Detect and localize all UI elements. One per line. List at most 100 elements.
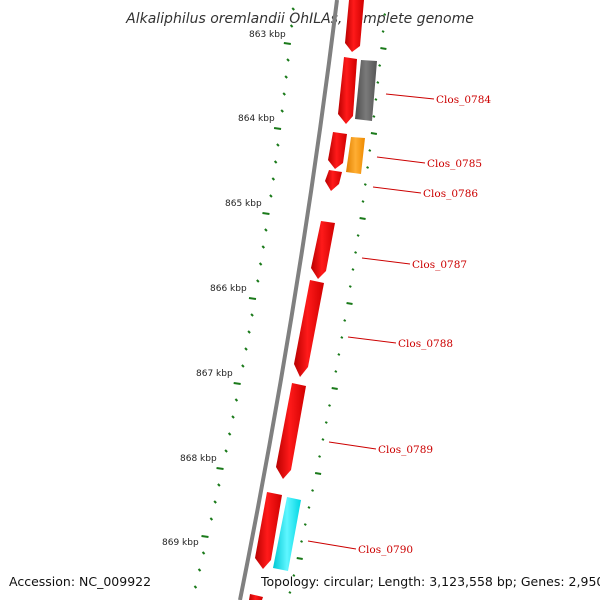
gene-arrow-clos-0784-red[interactable] [338,57,357,124]
gene-arrow-clos-0786[interactable] [325,170,342,191]
ruler-tick [264,228,268,232]
inner-tick [374,98,378,101]
ruler-tick [227,432,232,436]
ruler-tick [250,313,254,317]
inner-tick [328,404,331,407]
inner-tick [351,268,355,271]
gene-label-clos-0785[interactable]: Clos_0785 [427,158,482,170]
map-title: Alkaliphilus oremlandii OhILAs, complete… [125,11,474,27]
ruler-label-869: 869 kbp [162,538,199,548]
ruler-tick [284,75,288,79]
inner-tick [354,251,358,254]
ruler-tick [262,212,270,215]
ruler-tick [217,483,221,487]
inner-tick [318,455,322,458]
ruler-label-865: 865 kbp [225,199,262,209]
gene-arrow-clos-0785-red[interactable] [328,132,347,169]
inner-tick [372,115,376,118]
ruler-tick [248,297,257,300]
ruler-tick [280,109,284,113]
inner-tick [340,336,344,339]
ruler-tick [247,330,251,334]
gene-arrow-clos-0785-orange[interactable] [346,137,365,174]
gene-arrow-clos-0789[interactable] [276,383,306,479]
ruler-ticks [193,7,295,589]
inner-tick [307,506,311,509]
inner-tick [321,438,325,441]
ruler-label-868: 868 kbp [180,454,217,464]
ruler-tick [234,398,239,402]
ruler-label-867: 867 kbp [196,369,233,379]
ruler-tick [244,347,248,351]
ruler-tick [289,24,294,28]
inner-tick [363,183,367,186]
ruler-tick [261,245,265,249]
ruler-tick [269,194,273,198]
leader-line-clos-0790 [307,540,357,550]
gene-label-clos-0788[interactable]: Clos_0788 [398,338,453,350]
inner-tick [292,574,296,577]
inner-ticks [288,13,387,594]
gene-label-clos-0790[interactable]: Clos_0790 [358,544,413,556]
ruler-tick [276,143,280,147]
ruler-tick [201,535,209,538]
genome-summary-text: Topology: circular; Length: 3,123,558 bp… [261,574,600,589]
inner-tick [380,47,387,50]
inner-tick [337,353,341,356]
gene-arrow-clos-0787[interactable] [311,221,335,279]
gene-arrow-bottom[interactable] [249,594,263,600]
accession-text: Accession: NC_009922 [9,574,152,589]
inner-tick [343,319,347,322]
inner-tick [356,234,360,237]
ruler-tick [231,415,235,419]
inner-tick [311,489,315,492]
ruler-label-863: 863 kbp [249,30,286,40]
ruler-tick [283,42,291,45]
inner-tick [366,166,370,169]
ruler-tick [273,160,278,164]
inner-tick [324,421,328,424]
gene-label-clos-0787[interactable]: Clos_0787 [412,259,467,271]
ruler-tick [233,382,241,385]
inner-tick [346,302,353,305]
inner-tick [359,217,366,220]
leader-line-clos-0787 [361,257,411,265]
ruler-tick [291,7,295,11]
ruler-tick [286,58,290,62]
leader-line-clos-0789 [328,441,377,450]
gene-arrow-clos-0788[interactable] [294,280,324,377]
ruler-tick [273,127,282,130]
inner-tick [300,540,303,543]
inner-tick [376,81,380,84]
leader-line-clos-0785 [376,156,426,164]
gene-arrow-top[interactable] [345,0,364,52]
ruler-label-864: 864 kbp [238,114,275,124]
gene-label-clos-0784[interactable]: Clos_0784 [436,94,491,106]
gene-label-clos-0786[interactable]: Clos_0786 [423,188,478,200]
ruler-tick [224,449,228,453]
inner-tick [303,523,307,526]
inner-tick [370,132,378,135]
ruler-tick [197,568,202,572]
gene-arrow-clos-0784-gray[interactable] [355,60,377,121]
leader-line-clos-0786 [372,186,422,194]
ruler-tick [209,517,214,521]
gene-arrow-clos-0790-red[interactable] [255,492,282,569]
ruler-label-866: 866 kbp [210,284,247,294]
inner-tick [383,13,387,16]
inner-tick [368,149,372,152]
inner-tick [361,200,365,203]
gene-arrow-clos-0790-cyan[interactable] [273,497,301,571]
ruler-tick [201,551,206,555]
gene-label-clos-0789[interactable]: Clos_0789 [378,444,433,456]
leader-line-clos-0788 [347,336,397,344]
ruler-tick [216,467,224,470]
inner-tick [288,591,292,594]
inner-tick [348,285,352,288]
ruler-tick [256,279,260,283]
inner-tick [331,387,338,390]
genome-backbone [238,0,339,600]
ruler-tick [241,364,245,368]
leader-line-clos-0784 [385,93,435,100]
